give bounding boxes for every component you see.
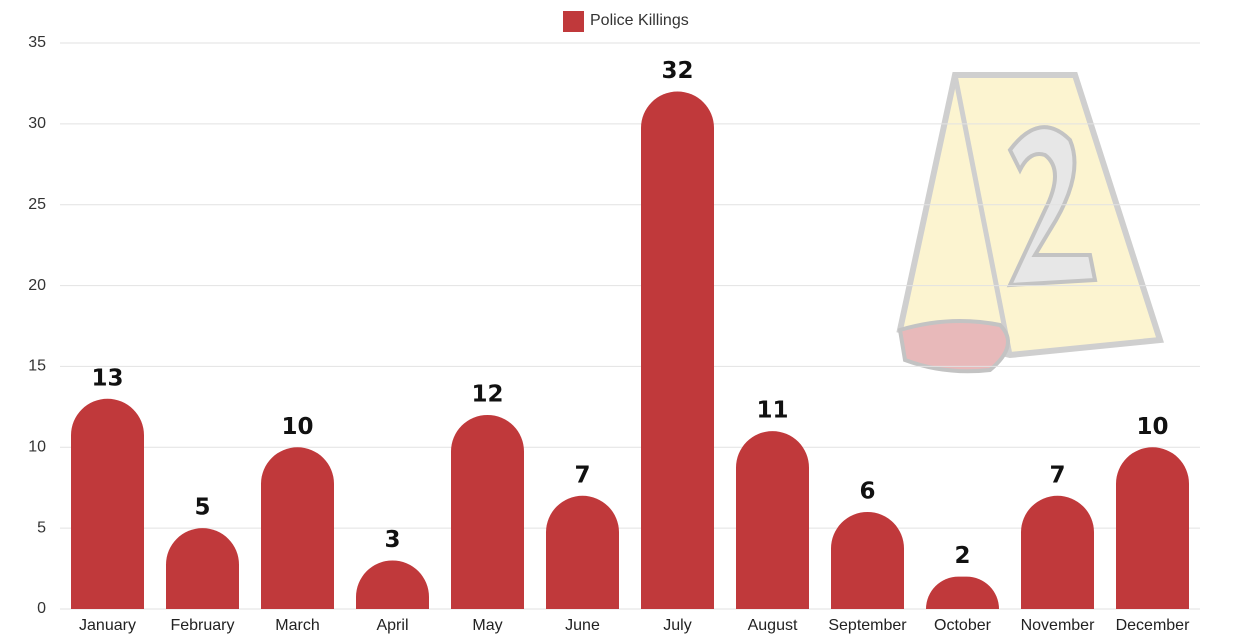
data-label: 6	[859, 478, 875, 504]
x-tick-label: June	[565, 617, 600, 634]
data-label: 10	[1136, 414, 1168, 440]
data-label: 5	[194, 495, 210, 521]
y-tick-label: 35	[28, 34, 46, 51]
x-tick-label: February	[170, 617, 234, 634]
y-tick-label: 0	[37, 600, 46, 617]
bar	[831, 512, 904, 609]
bar	[166, 528, 239, 609]
bar	[451, 415, 524, 609]
legend-label: Police Killings	[590, 12, 689, 29]
y-tick-label: 5	[37, 519, 46, 536]
y-tick-label: 30	[28, 115, 46, 132]
data-label: 3	[384, 527, 400, 553]
x-tick-label: March	[275, 617, 319, 634]
chart: 05101520253035Police KillingsJanuary13Fe…	[0, 0, 1235, 638]
x-tick-label: September	[828, 617, 907, 634]
data-label: 11	[756, 398, 788, 424]
data-label: 13	[91, 365, 123, 391]
bar	[261, 447, 334, 609]
bar	[546, 496, 619, 609]
x-tick-label: January	[79, 617, 136, 634]
x-tick-label: August	[748, 617, 798, 634]
y-tick-label: 15	[28, 358, 46, 375]
evidence-marker-illustration	[900, 75, 1160, 371]
x-tick-label: November	[1021, 617, 1095, 634]
y-tick-label: 25	[28, 196, 46, 213]
data-label: 32	[661, 58, 693, 84]
y-tick-label: 10	[28, 439, 46, 456]
x-tick-label: April	[376, 617, 408, 634]
bar	[1116, 447, 1189, 609]
x-tick-label: December	[1116, 617, 1190, 634]
bar	[356, 560, 429, 609]
bar	[71, 399, 144, 609]
bar	[641, 92, 714, 609]
y-tick-label: 20	[28, 277, 46, 294]
x-tick-label: October	[934, 617, 992, 634]
data-label: 10	[281, 414, 313, 440]
bar	[736, 431, 809, 609]
bar	[1021, 496, 1094, 609]
bar	[926, 577, 999, 609]
data-label: 7	[1049, 462, 1065, 488]
x-tick-label: May	[472, 617, 502, 634]
data-label: 7	[574, 462, 590, 488]
data-label: 12	[471, 381, 503, 407]
x-tick-label: July	[663, 617, 691, 634]
data-label: 2	[954, 543, 970, 569]
legend-swatch	[563, 11, 584, 32]
